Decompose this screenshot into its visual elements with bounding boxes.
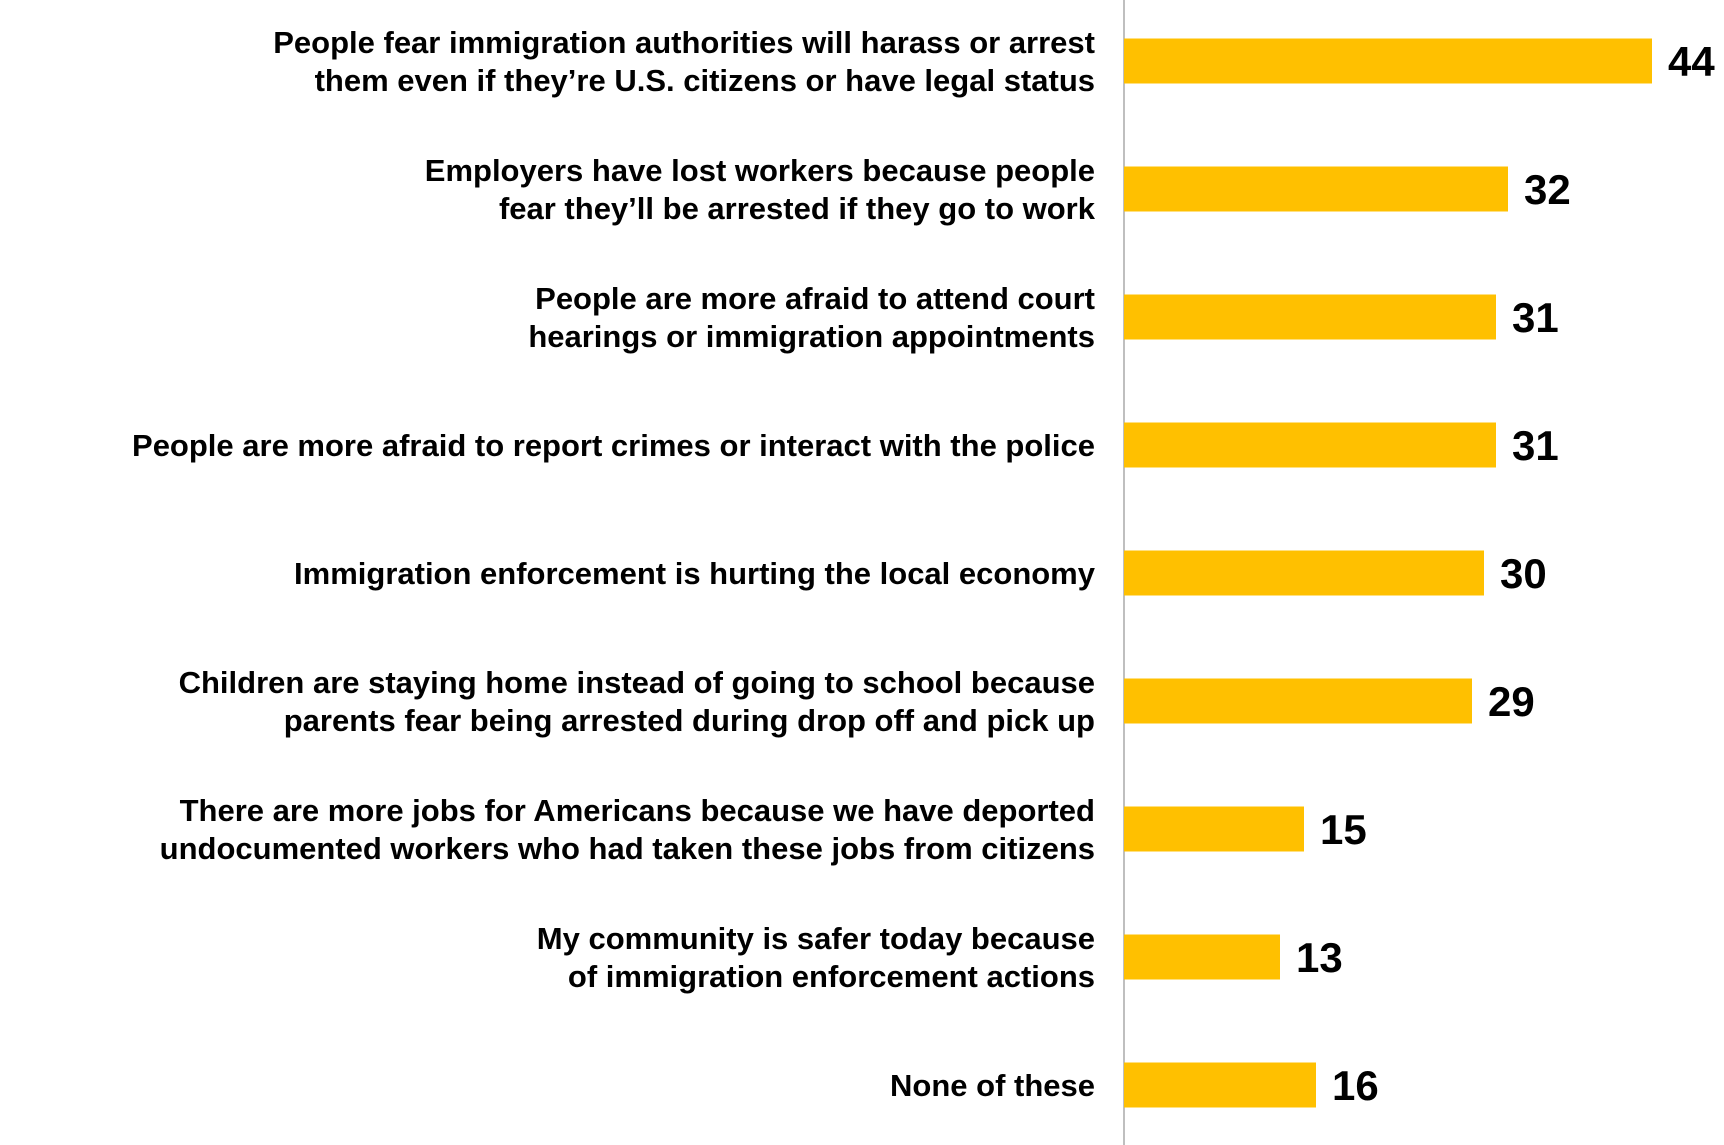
bar bbox=[1124, 550, 1484, 596]
category-label: Children are staying home instead of goi… bbox=[179, 665, 1095, 738]
bar-layer bbox=[1124, 38, 1652, 1108]
category-label-line: undocumented workers who had taken these… bbox=[160, 831, 1095, 866]
data-label: 16 bbox=[1332, 1062, 1379, 1109]
data-label: 13 bbox=[1296, 934, 1343, 981]
category-label-line: parents fear being arrested during drop … bbox=[284, 703, 1095, 738]
category-label-line: of immigration enforcement actions bbox=[568, 959, 1095, 994]
category-label: People fear immigration authorities will… bbox=[273, 25, 1095, 98]
category-label-line: None of these bbox=[890, 1068, 1095, 1103]
category-label-line: Employers have lost workers because peop… bbox=[425, 153, 1095, 188]
category-label: There are more jobs for Americans becaus… bbox=[160, 793, 1095, 866]
category-label-layer: People fear immigration authorities will… bbox=[132, 25, 1096, 1103]
category-label: People are more afraid to attend courthe… bbox=[528, 281, 1095, 354]
category-label: Immigration enforcement is hurting the l… bbox=[294, 556, 1096, 591]
category-label-line: My community is safer today because bbox=[537, 921, 1095, 956]
value-label-layer: 44 32 31 31 30 29 15 13 16 bbox=[1296, 38, 1715, 1109]
data-label: 29 bbox=[1488, 678, 1535, 725]
category-label-line: hearings or immigration appointments bbox=[528, 319, 1095, 354]
data-label: 30 bbox=[1500, 550, 1547, 597]
data-label: 44 bbox=[1668, 38, 1715, 85]
category-label-line: fear they’ll be arrested if they go to w… bbox=[499, 191, 1096, 226]
category-label-line: Children are staying home instead of goi… bbox=[179, 665, 1095, 700]
bar bbox=[1124, 934, 1280, 980]
bar bbox=[1124, 806, 1304, 852]
data-label: 15 bbox=[1320, 806, 1367, 853]
bar bbox=[1124, 294, 1496, 340]
bar bbox=[1124, 678, 1472, 724]
category-label: None of these bbox=[890, 1068, 1095, 1103]
category-label: People are more afraid to report crimes … bbox=[132, 428, 1095, 463]
bar bbox=[1124, 1062, 1316, 1108]
category-label-line: People are more afraid to attend court bbox=[535, 281, 1095, 316]
category-label-line: People fear immigration authorities will… bbox=[273, 25, 1095, 60]
category-label: Employers have lost workers because peop… bbox=[425, 153, 1096, 226]
data-label: 32 bbox=[1524, 166, 1571, 213]
category-label-line: them even if they’re U.S. citizens or ha… bbox=[315, 63, 1095, 98]
data-label: 31 bbox=[1512, 422, 1559, 469]
category-label-line: Immigration enforcement is hurting the l… bbox=[294, 556, 1096, 591]
bar bbox=[1124, 38, 1652, 84]
data-label: 31 bbox=[1512, 294, 1559, 341]
bar bbox=[1124, 166, 1508, 212]
category-label-line: People are more afraid to report crimes … bbox=[132, 428, 1095, 463]
category-label-line: There are more jobs for Americans becaus… bbox=[180, 793, 1095, 828]
bar bbox=[1124, 422, 1496, 468]
